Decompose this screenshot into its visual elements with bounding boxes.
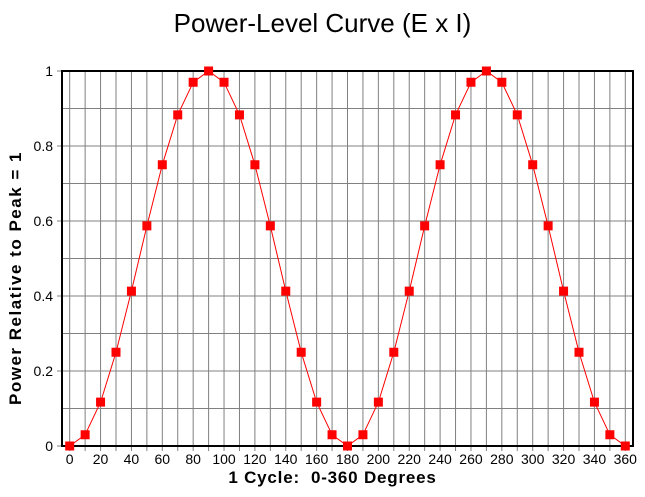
data-point-marker: [111, 347, 121, 357]
x-tick-label: 60: [155, 451, 171, 467]
x-tick-label: 80: [185, 451, 201, 467]
x-tick-label: 220: [398, 451, 422, 467]
data-point-marker: [296, 347, 306, 357]
data-point-marker: [466, 77, 476, 87]
data-point-marker: [512, 110, 522, 120]
x-tick-label: 240: [428, 451, 452, 467]
x-tick-label: 0: [66, 451, 74, 467]
data-point-marker: [481, 66, 491, 76]
data-point-marker: [373, 397, 383, 407]
data-point-marker: [605, 430, 615, 440]
y-tick-label: 0.4: [34, 288, 54, 304]
y-tick-label: 0.2: [34, 363, 54, 379]
y-tick-label: 1: [45, 63, 53, 79]
data-point-marker: [358, 430, 368, 440]
data-point-marker: [343, 441, 352, 451]
chart-title: Power-Level Curve (E x I): [173, 8, 472, 38]
data-point-marker: [620, 441, 630, 451]
data-point-marker: [65, 441, 75, 451]
data-point-marker: [96, 397, 106, 407]
data-point-marker: [574, 347, 584, 357]
data-point-marker: [204, 66, 214, 76]
data-point-marker: [559, 286, 569, 296]
data-point-marker: [173, 110, 183, 120]
data-point-marker: [80, 430, 90, 440]
data-point-marker: [528, 160, 538, 170]
data-point-marker: [126, 286, 136, 296]
x-tick-label: 200: [367, 451, 391, 467]
data-point-marker: [327, 430, 337, 440]
x-tick-label: 20: [93, 451, 109, 467]
data-point-marker: [389, 347, 399, 357]
x-tick-label: 280: [490, 451, 514, 467]
data-point-marker: [451, 110, 461, 120]
data-point-marker: [234, 110, 244, 120]
x-tick-label: 40: [124, 451, 140, 467]
data-point-marker: [219, 77, 229, 87]
data-point-marker: [497, 77, 507, 87]
data-point-marker: [188, 77, 198, 87]
x-tick-label: 120: [243, 451, 267, 467]
x-tick-label: 260: [459, 451, 483, 467]
data-point-marker: [589, 397, 599, 407]
x-axis-label: 1 Cycle: 0-360 Degrees: [228, 468, 437, 487]
data-point-marker: [157, 160, 167, 170]
x-tick-label: 140: [274, 451, 298, 467]
data-point-marker: [312, 397, 322, 407]
x-tick-label: 320: [552, 451, 576, 467]
x-tick-label: 160: [305, 451, 329, 467]
y-tick-label: 0.8: [34, 138, 54, 154]
data-point-marker: [543, 221, 553, 231]
data-point-marker: [265, 221, 275, 231]
x-tick-label: 300: [521, 451, 545, 467]
y-tick-label: 0.6: [34, 213, 54, 229]
data-point-marker: [420, 221, 430, 231]
data-point-marker: [404, 286, 414, 296]
y-tick-label: 0: [45, 438, 53, 454]
x-tick-label: 360: [614, 451, 638, 467]
x-tick-label: 100: [212, 451, 236, 467]
x-tick-label: 180: [336, 451, 360, 467]
data-point-marker: [435, 160, 445, 170]
x-tick-label: 340: [583, 451, 607, 467]
data-point-marker: [142, 221, 152, 231]
data-point-marker: [281, 286, 291, 296]
data-point-marker: [250, 160, 260, 170]
